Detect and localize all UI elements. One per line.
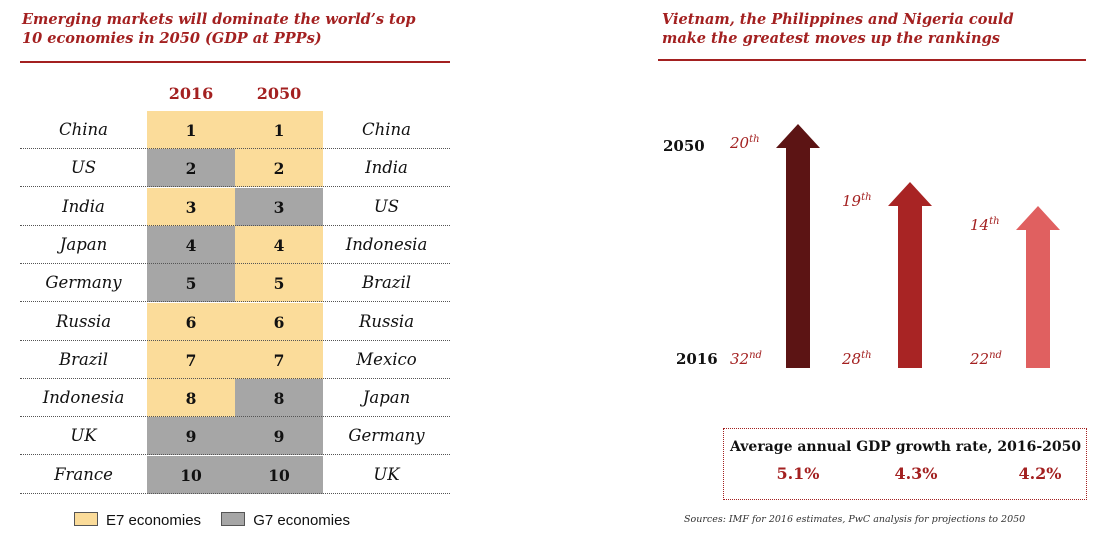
country-2016: Brazil bbox=[58, 349, 109, 369]
country-2016: UK bbox=[70, 426, 97, 446]
arrow-philippines bbox=[888, 182, 932, 368]
left-title-line2: 10 economies in 2050 (GDP at PPPs) bbox=[22, 30, 322, 47]
table-row: US 2 2 India bbox=[20, 149, 450, 188]
legend-g7-label: G7 economies bbox=[253, 512, 350, 529]
row-separator bbox=[20, 454, 450, 456]
growth-rate-title: Average annual GDP growth rate, 2016-205… bbox=[730, 439, 1082, 455]
rank-2050: 7 bbox=[235, 340, 323, 379]
rank-2050: 10 bbox=[235, 455, 323, 494]
rank-2016: 10 bbox=[147, 455, 235, 494]
country-2016: France bbox=[54, 464, 113, 484]
row-separator bbox=[20, 262, 450, 264]
country-2016: China bbox=[59, 120, 108, 139]
left-title-line1: Emerging markets will dominate the world… bbox=[22, 11, 416, 28]
rank-2016: 2 bbox=[147, 149, 235, 188]
rank-2050: 3 bbox=[235, 187, 323, 226]
right-title-line1: Vietnam, the Philippines and Nigeria cou… bbox=[662, 11, 1014, 28]
rank-2016: 9 bbox=[147, 417, 235, 456]
arrow-vietnam bbox=[776, 124, 820, 368]
country-2050: UK bbox=[373, 464, 400, 484]
rank-2016: 1 bbox=[147, 111, 235, 149]
source-note: Sources: IMF for 2016 estimates, PwC ana… bbox=[684, 514, 1026, 525]
rank-2050-vietnam: 20th bbox=[730, 134, 760, 152]
country-2050: Brazil bbox=[361, 273, 412, 293]
table-row: Germany 5 5 Brazil bbox=[20, 264, 450, 303]
row-separator bbox=[20, 416, 450, 418]
table-row: Japan 4 4 Indonesia bbox=[20, 225, 450, 264]
left-title-rule bbox=[20, 61, 450, 63]
rank-2016-philippines: 28th bbox=[842, 350, 872, 368]
row-separator bbox=[20, 377, 450, 379]
rank-2016: 6 bbox=[147, 302, 235, 341]
country-2050: China bbox=[362, 120, 411, 139]
rank-2050-philippines: 19th bbox=[842, 192, 872, 210]
table-row: France 10 10 UK bbox=[20, 455, 450, 494]
table-row: UK 9 9 Germany bbox=[20, 417, 450, 456]
row-separator bbox=[20, 492, 450, 494]
column-header-2050: 2050 bbox=[256, 84, 302, 103]
growth-value-nigeria: 4.2% bbox=[1018, 464, 1062, 483]
table-row: India 3 3 US bbox=[20, 187, 450, 226]
country-2050: Mexico bbox=[356, 349, 417, 369]
table-row: Brazil 7 7 Mexico bbox=[20, 340, 450, 379]
country-2016: Russia bbox=[55, 311, 112, 331]
rank-2050: 6 bbox=[235, 302, 323, 341]
table-row: Indonesia 8 8 Japan bbox=[20, 379, 450, 418]
rank-2016: 3 bbox=[147, 187, 235, 226]
country-2050: India bbox=[365, 158, 408, 178]
growth-value-vietnam: 5.1% bbox=[776, 464, 820, 483]
row-separator bbox=[20, 148, 450, 149]
country-2050: Germany bbox=[348, 426, 425, 446]
rank-2050: 1 bbox=[235, 111, 323, 149]
right-title-rule bbox=[658, 59, 1086, 61]
rank-2016: 8 bbox=[147, 379, 235, 418]
rank-2016-vietnam: 32nd bbox=[730, 350, 762, 368]
rank-2050: 4 bbox=[235, 225, 323, 264]
year-label-2016: 2016 bbox=[676, 350, 718, 368]
row-separator bbox=[20, 186, 450, 188]
country-2050: Indonesia bbox=[345, 234, 428, 254]
country-2050: Japan bbox=[362, 388, 411, 408]
legend-e7-swatch bbox=[74, 512, 98, 526]
rank-2050: 5 bbox=[235, 264, 323, 303]
country-2050: US bbox=[373, 196, 400, 216]
legend-g7-swatch bbox=[221, 512, 246, 526]
row-separator bbox=[20, 339, 450, 341]
table-row: China 1 1 China bbox=[20, 111, 450, 149]
right-title: Vietnam, the Philippines and Nigeria cou… bbox=[662, 10, 1092, 48]
rank-2016: 5 bbox=[147, 264, 235, 303]
growth-value-philippines: 4.3% bbox=[894, 464, 938, 483]
table-row: Russia 6 6 Russia bbox=[20, 302, 450, 341]
row-separator bbox=[20, 301, 450, 303]
rank-2016: 7 bbox=[147, 340, 235, 379]
rank-2016-nigeria: 22nd bbox=[970, 350, 1002, 368]
rank-2050: 9 bbox=[235, 417, 323, 456]
legend: E7 economies G7 economies bbox=[74, 512, 350, 529]
country-2016: US bbox=[70, 158, 97, 178]
rank-2016: 4 bbox=[147, 225, 235, 264]
growth-rate-box: Average annual GDP growth rate, 2016-205… bbox=[723, 428, 1087, 500]
legend-e7-label: E7 economies bbox=[106, 512, 202, 529]
country-2016: Japan bbox=[59, 234, 108, 254]
right-title-line2: make the greatest moves up the rankings bbox=[662, 30, 1000, 47]
arrow-nigeria bbox=[1016, 206, 1060, 368]
column-header-2016: 2016 bbox=[168, 84, 214, 103]
rank-2050: 2 bbox=[235, 149, 323, 188]
country-2016: Germany bbox=[45, 273, 122, 293]
left-title: Emerging markets will dominate the world… bbox=[22, 10, 462, 48]
country-2016: India bbox=[62, 196, 105, 216]
country-2050: Russia bbox=[358, 311, 415, 331]
rank-2050-nigeria: 14th bbox=[970, 216, 1000, 234]
rank-2050: 8 bbox=[235, 379, 323, 418]
row-separator bbox=[20, 224, 450, 226]
country-2016: Indonesia bbox=[42, 388, 125, 408]
year-label-2050: 2050 bbox=[663, 137, 705, 155]
